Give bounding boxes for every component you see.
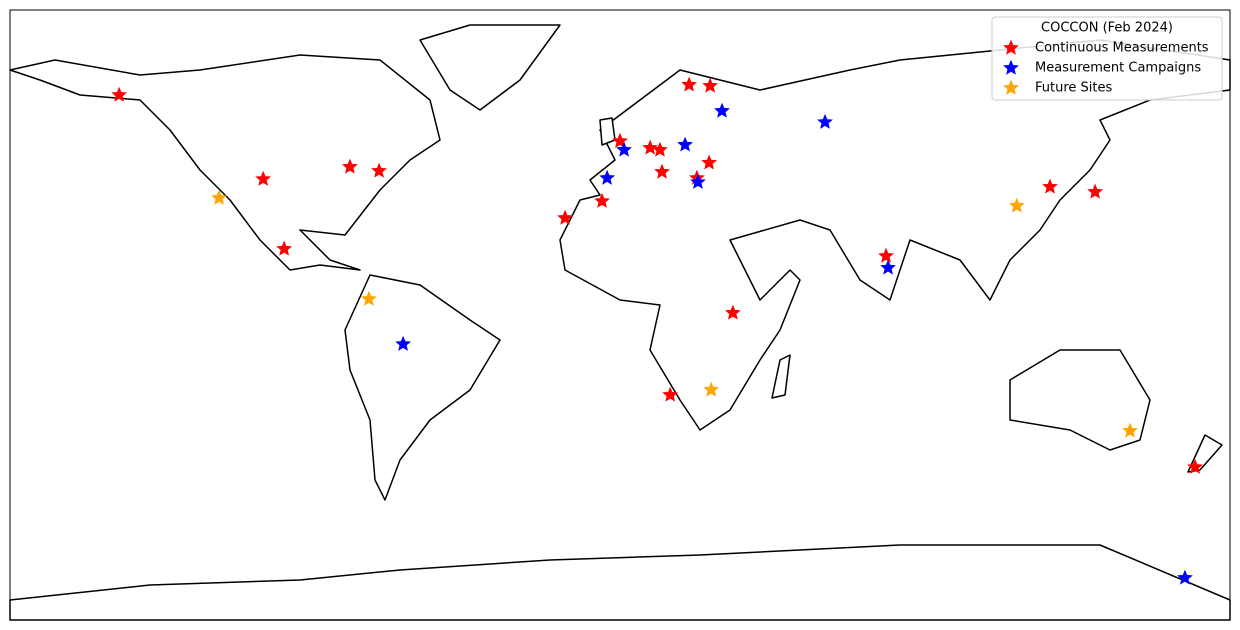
site-marker: [702, 77, 719, 93]
site-marker: [255, 170, 272, 186]
site-marker: [599, 169, 616, 185]
site-marker: [1087, 183, 1104, 199]
eurasia-africa: [559, 39, 1231, 431]
site-marker: [677, 136, 693, 152]
site-marker: [1008, 197, 1025, 213]
site-marker: [1177, 569, 1193, 585]
site-marker: [878, 247, 894, 263]
madagascar: [771, 354, 791, 399]
site-marker: [662, 386, 679, 402]
site-marker: [1122, 422, 1138, 438]
site-marker: [395, 335, 412, 351]
site-marker: [880, 259, 896, 275]
site-marker: [817, 113, 833, 129]
site-marker: [1042, 178, 1058, 194]
site-marker: [654, 163, 670, 179]
legend-title: COCCON (Feb 2024): [1041, 21, 1173, 36]
legend-label: Future Sites: [1035, 81, 1112, 96]
legend-box: [991, 16, 1223, 101]
australia: [1009, 349, 1151, 451]
site-marker: [557, 209, 574, 225]
site-marker: [724, 304, 741, 320]
legend-marker: [1003, 79, 1019, 95]
site-marker: [360, 290, 377, 306]
legend-label: Continuous Measurements: [1035, 41, 1209, 56]
site-marker: [616, 141, 632, 157]
legend-label: Measurement Campaigns: [1035, 61, 1201, 76]
map-frame: [9, 9, 1231, 621]
site-marker: [594, 192, 610, 208]
site-marker: [276, 240, 293, 256]
british-isles: [599, 117, 616, 146]
site-marker: [111, 86, 128, 102]
site-marker: [690, 173, 706, 189]
site-marker: [642, 139, 659, 155]
north-america: [9, 54, 441, 271]
south-america: [344, 274, 501, 501]
site-marker: [211, 189, 228, 205]
antarctica: [9, 544, 1231, 621]
land: [9, 24, 1231, 621]
site-marker: [714, 102, 730, 118]
site-marker: [1187, 458, 1204, 474]
legend-marker: [1003, 59, 1019, 75]
site-marker: [371, 162, 387, 178]
site-marker: [701, 154, 718, 170]
site-marker: [681, 76, 698, 92]
legend-marker: [1003, 39, 1019, 55]
greenland: [419, 24, 561, 111]
site-marker: [703, 381, 720, 397]
site-marker: [652, 141, 668, 157]
site-marker: [341, 158, 358, 174]
